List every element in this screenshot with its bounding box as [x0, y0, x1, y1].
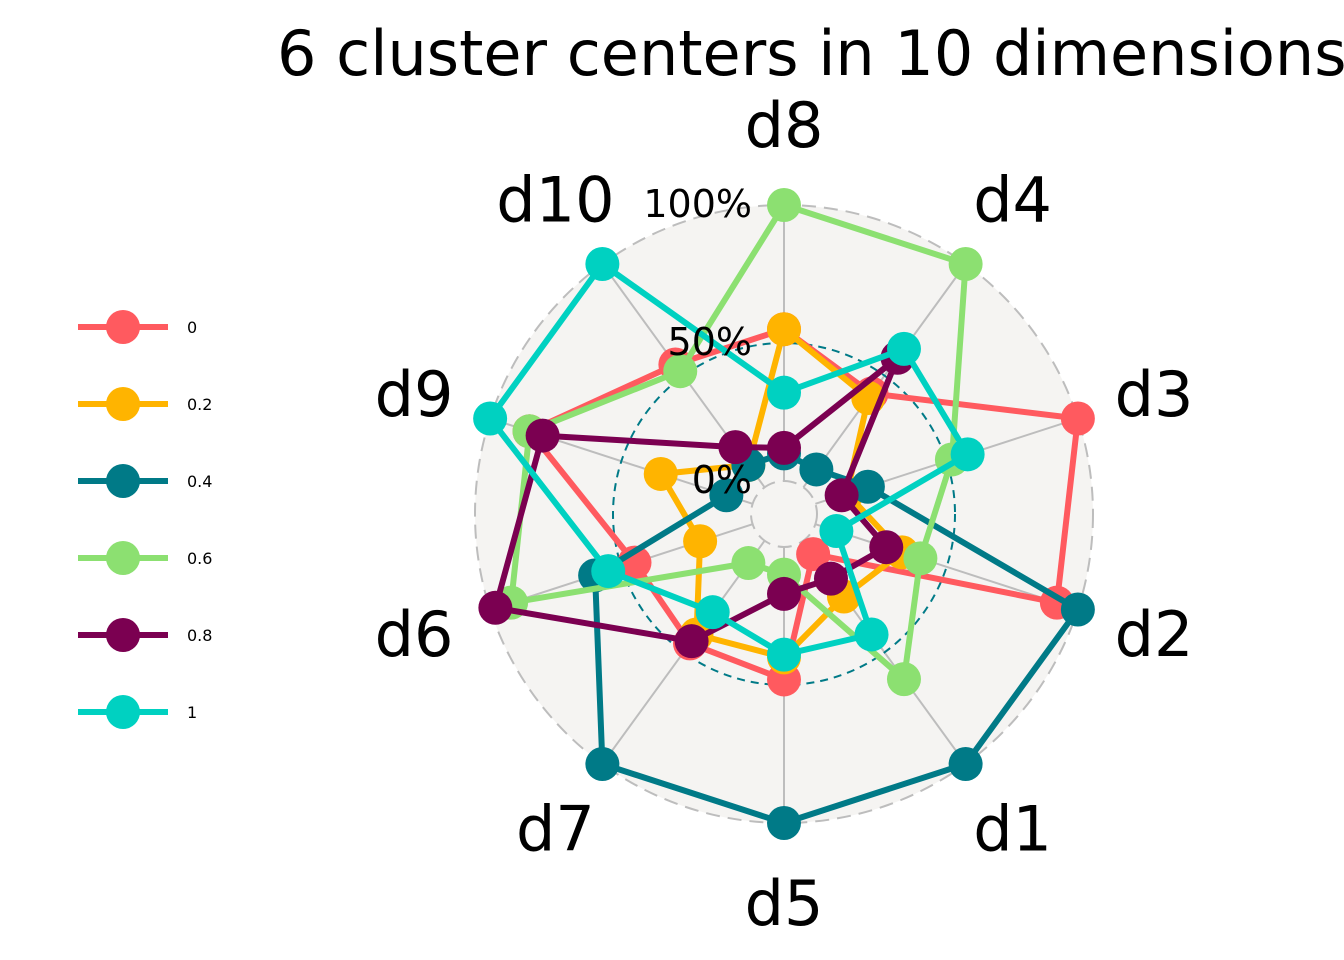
point-0.2-d6 — [683, 524, 718, 559]
legend-marker — [106, 695, 140, 729]
point-0.8-d6 — [478, 590, 513, 625]
legend-item-0.2: 0.2 — [78, 387, 212, 421]
radial-tick-label: 50% — [668, 320, 752, 364]
axis-label-d7: d7 — [516, 793, 595, 866]
point-0.8-d2 — [869, 530, 904, 565]
point-0-d1 — [796, 537, 831, 572]
point-0.6-d10 — [663, 354, 698, 389]
ring-0pct — [750, 480, 818, 548]
radar-background — [475, 205, 1093, 823]
point-0.2-d9 — [643, 456, 678, 491]
point-1-d7 — [695, 595, 730, 630]
legend-marker — [106, 387, 140, 421]
chart-title: 6 cluster centers in 10 dimensions — [277, 17, 1344, 90]
point-0.4-d9 — [709, 478, 744, 513]
point-1-d4 — [886, 331, 921, 366]
legend-item-1: 1 — [78, 695, 197, 729]
point-0.6-d8 — [767, 188, 801, 222]
series-1 — [473, 247, 985, 672]
legend-item-0.4: 0.4 — [78, 464, 212, 498]
legend-marker — [106, 618, 140, 652]
legend-item-0.8: 0.8 — [78, 618, 212, 652]
point-0.2-d8 — [767, 312, 801, 347]
point-0.8-d1 — [813, 561, 848, 596]
point-0.6-d7 — [731, 546, 766, 581]
legend-item-0.6: 0.6 — [78, 541, 212, 575]
legend: 0 0.2 0.4 0.6 0.8 1 — [78, 310, 212, 729]
axis-label-d6: d6 — [375, 598, 454, 671]
point-0-d3 — [1060, 401, 1095, 436]
series-layer — [473, 188, 1095, 840]
legend-item-0: 0 — [78, 310, 197, 344]
point-1-d6 — [591, 554, 626, 589]
point-0.4-d3 — [850, 469, 885, 504]
radial-tick-label: 100% — [643, 182, 752, 226]
series-0.8 — [478, 340, 915, 659]
point-1-d3 — [950, 437, 985, 472]
point-0.4-d5 — [767, 806, 801, 840]
axis-label-d9: d9 — [375, 358, 454, 431]
legend-marker — [106, 541, 140, 575]
point-0.8-d10 — [718, 430, 753, 465]
point-1-d5 — [767, 637, 801, 672]
point-0.8-d5 — [767, 576, 801, 611]
point-0.6-d2 — [903, 541, 938, 576]
axis-label-d1: d1 — [973, 793, 1052, 866]
legend-label: 0.8 — [187, 626, 212, 645]
legend-label: 1 — [187, 703, 197, 722]
point-1-d8 — [767, 375, 801, 410]
point-0.6-d4 — [948, 247, 983, 282]
legend-label: 0.6 — [187, 549, 212, 568]
point-0.4-d7 — [585, 746, 620, 781]
point-0.8-d8 — [767, 430, 801, 465]
point-1-d10 — [585, 247, 620, 282]
axis-label-d2: d2 — [1115, 598, 1194, 671]
axis-label-d10: d10 — [496, 163, 614, 236]
legend-marker — [106, 464, 140, 498]
axis-label-d8: d8 — [745, 89, 824, 162]
legend-marker — [106, 310, 140, 344]
axis-label-d3: d3 — [1115, 358, 1194, 431]
axis-labels: 0% 50% 100% d1 d2 d3 d4 d5 d6 d7 d8 d9 d10 — [375, 89, 1194, 940]
point-0.6-d1 — [886, 662, 921, 697]
point-0.4-d4 — [799, 452, 834, 487]
point-0.4-d1 — [948, 746, 983, 781]
point-1-d9 — [473, 401, 508, 436]
point-0.8-d7 — [674, 624, 709, 659]
point-1-d2 — [819, 514, 854, 549]
axis-label-d4: d4 — [973, 163, 1052, 236]
legend-label: 0.2 — [187, 395, 212, 414]
legend-label: 0 — [187, 318, 197, 337]
point-0.8-d9 — [525, 418, 560, 453]
legend-label: 0.4 — [187, 472, 212, 491]
point-0.4-d2 — [1060, 592, 1095, 627]
radial-tick-label: 0% — [692, 458, 752, 502]
point-1-d1 — [854, 617, 889, 652]
axis-label-d5: d5 — [745, 867, 824, 940]
point-0.8-d3 — [824, 478, 859, 513]
